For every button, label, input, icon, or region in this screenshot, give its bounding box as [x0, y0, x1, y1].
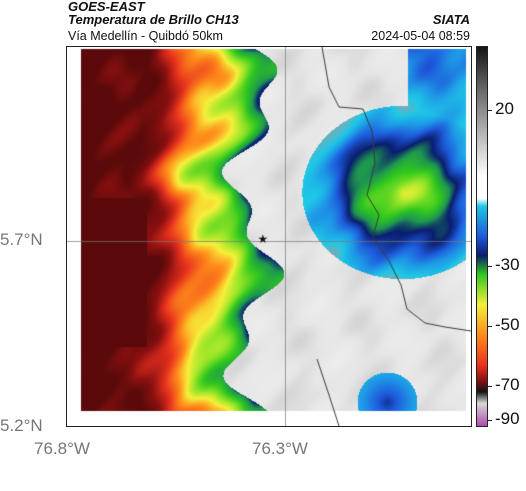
- satellite-map[interactable]: [66, 46, 472, 427]
- route-subtitle: Vía Medellín - Quibdó 50km: [68, 29, 223, 43]
- colorbar-label-minus-30: -30: [495, 255, 520, 274]
- lat-label-5-2: 5.2°N: [0, 416, 43, 435]
- lon-label-76-3: 76.3°W: [252, 439, 308, 458]
- colorbar-label-minus-70: -70: [495, 375, 520, 394]
- timestamp-label: 2024-05-04 08:59: [371, 29, 470, 43]
- lon-label-76-8: 76.8°W: [34, 439, 90, 458]
- colorbar-label-minus-90: -90: [495, 409, 520, 428]
- colorbar-label-20: 20: [495, 99, 514, 118]
- product-title: Temperatura de Brillo CH13: [68, 12, 239, 27]
- colorbar-tick: [487, 420, 492, 421]
- colorbar-label-minus-50: -50: [495, 315, 520, 334]
- colorbar-tick: [487, 266, 492, 267]
- colorbar-tick: [487, 326, 492, 327]
- colorbar-tick: [487, 386, 492, 387]
- satellite-title: GOES-EAST: [68, 0, 145, 14]
- organization-label: SIATA: [432, 12, 470, 27]
- brightness-temperature-field: [67, 47, 471, 426]
- colorbar-tick: [487, 110, 492, 111]
- colorbar: [476, 46, 488, 427]
- colorbar-gradient: [477, 47, 487, 426]
- lat-label-5-7: 5.7°N: [0, 230, 43, 249]
